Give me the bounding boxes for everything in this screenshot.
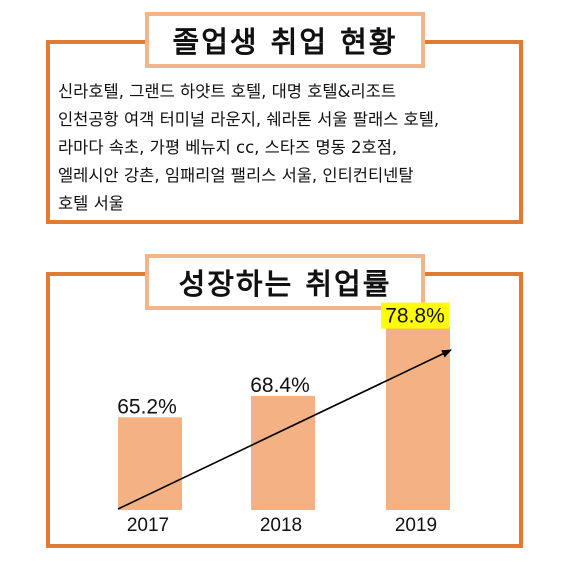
hotel-list-line: 엘레시안 강촌, 임패리얼 팰리스 서울, 인티컨티넨탈 [58, 166, 414, 185]
value-label-2017: 65.2% [117, 395, 177, 418]
hotel-list-line: 호텔 서울 [58, 194, 124, 213]
hotel-list-line: 인천공항 여객 터미널 라운지, 쉐라톤 서울 팔래스 호텔, [58, 110, 440, 129]
value-label-2019: 78.8% [385, 305, 445, 328]
value-label-2018: 68.4% [250, 374, 310, 397]
bar-2018 [251, 395, 315, 510]
hotel-list-line: 라마다 속초, 가평 베뉴지 cc, 스타즈 명동 2호점, [58, 138, 398, 157]
trend-arrow [117, 349, 452, 510]
year-label-2018: 2018 [260, 515, 302, 536]
highlight-box [381, 302, 449, 329]
bar-2019 [386, 326, 450, 510]
year-label-2019: 2019 [395, 515, 437, 536]
bar-2017 [118, 417, 182, 510]
employment-status-title: 졸업생 취업 현황 [145, 12, 425, 68]
year-label-2017: 2017 [127, 515, 169, 536]
hotel-list-line: 신라호텔, 그랜드 하얏트 호텔, 대명 호텔&리조트 [58, 82, 397, 101]
growth-rate-title: 성장하는 취업률 [145, 254, 425, 310]
